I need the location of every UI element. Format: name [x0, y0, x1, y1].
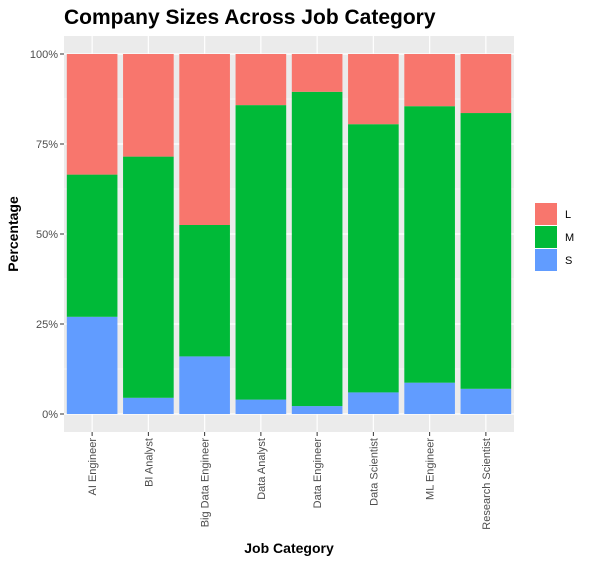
bars	[66, 54, 512, 414]
legend-label-l: L	[565, 209, 571, 221]
x-tick-label: Data Engineer	[312, 438, 324, 509]
x-tick-label: ML Engineer	[425, 438, 437, 500]
bar-s-data-scientist	[348, 392, 399, 414]
x-axis: AI Engineer BI Analyst Big Data Engineer Da…	[87, 432, 493, 530]
bar-s-research-scientist	[460, 388, 512, 414]
bar-m-bi-analyst	[123, 156, 174, 398]
bar-l-ml-engineer	[404, 54, 455, 107]
bar-l-data-scientist	[348, 54, 399, 125]
bar-m-ai-engineer	[66, 174, 118, 317]
bar-l-bi-analyst	[123, 54, 174, 157]
bar-s-data-analyst	[235, 399, 287, 414]
x-tick-label: Data Scientist	[368, 438, 380, 506]
y-tick-label: 50%	[36, 229, 58, 241]
legend-key-l	[535, 203, 557, 225]
legend-label-m: M	[565, 232, 574, 244]
legend-label-s: S	[565, 255, 572, 267]
bar-s-ml-engineer	[404, 382, 455, 414]
bar-m-data-engineer	[291, 91, 343, 407]
bar-m-big-data-engineer	[179, 225, 230, 357]
x-tick-label: AI Engineer	[87, 438, 99, 496]
bar-s-bi-analyst	[123, 397, 174, 414]
bar-l-data-engineer	[291, 54, 343, 92]
legend: LMS	[535, 203, 574, 271]
x-tick-label: BI Analyst	[143, 438, 155, 487]
bar-m-data-scientist	[348, 124, 399, 393]
bar-s-data-engineer	[291, 406, 343, 414]
bar-l-ai-engineer	[66, 54, 118, 175]
y-tick-label: 100%	[30, 49, 58, 61]
bar-l-big-data-engineer	[179, 54, 230, 225]
y-tick-label: 75%	[36, 139, 58, 151]
x-tick-label: Big Data Engineer	[200, 438, 212, 528]
bar-m-ml-engineer	[404, 106, 455, 383]
y-axis: 0% 25% 50% 75% 100%	[30, 49, 64, 421]
bar-m-data-analyst	[235, 105, 287, 400]
x-tick-label: Research Scientist	[481, 438, 493, 530]
bar-m-research-scientist	[460, 113, 512, 389]
y-axis-title: Percentage	[5, 196, 21, 272]
x-tick-label: Data Analyst	[256, 438, 268, 500]
bar-l-data-analyst	[235, 54, 287, 106]
legend-key-s	[535, 249, 557, 271]
legend-key-m	[535, 226, 557, 248]
chart-title: Company Sizes Across Job Category	[64, 6, 436, 29]
x-axis-title: Job Category	[244, 540, 334, 556]
y-tick-label: 0%	[42, 409, 58, 421]
bar-s-big-data-engineer	[179, 356, 230, 414]
bar-l-research-scientist	[460, 54, 512, 114]
bar-s-ai-engineer	[66, 316, 118, 414]
y-tick-label: 25%	[36, 319, 58, 331]
